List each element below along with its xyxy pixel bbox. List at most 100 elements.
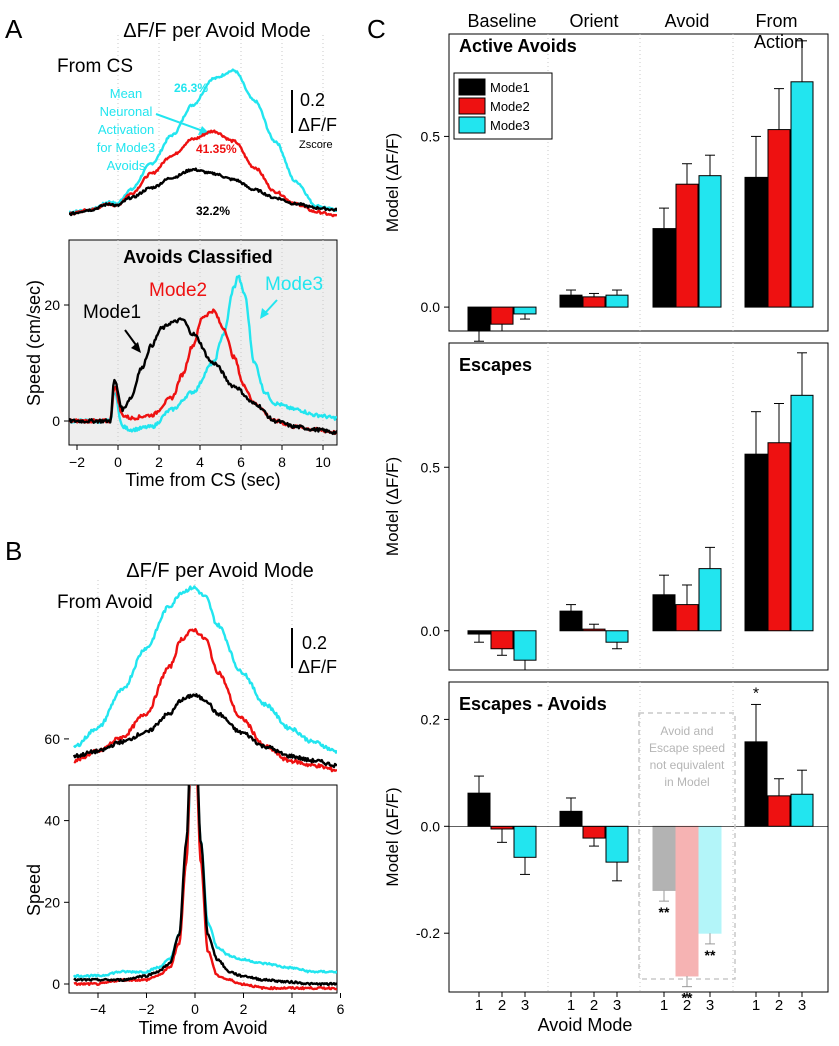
x-tick-label: −2 — [139, 1001, 155, 1017]
bar-mode2-orient — [582, 628, 606, 632]
panel-c-bar-charts: Active Avoids 0.0 0.5 Model (ΔF/F) Escapes 0.… — [383, 33, 829, 1014]
x-tick-label: 2 — [498, 997, 506, 1014]
legend-label-mode3: Mode3 — [490, 118, 530, 133]
x-tick-label: 0 — [114, 454, 122, 470]
bar-mode3-orient — [605, 630, 629, 643]
trace-mode1 — [69, 167, 337, 217]
x-tick-label: 3 — [798, 997, 806, 1014]
bar-mode3-from-action — [790, 81, 814, 308]
x-tick-label: 3 — [613, 997, 621, 1014]
x-tick-label: 10 — [315, 454, 331, 470]
x-tick-label: 2 — [683, 997, 691, 1014]
not-equivalent-note: Avoid and Escape speed not equivalent in… — [638, 712, 736, 980]
pct-label-mode1: 32.2% — [196, 204, 230, 218]
x-tick-label: 3 — [521, 997, 529, 1014]
y-tick-label: 0.5 — [421, 128, 441, 144]
significance-star: ** — [682, 990, 693, 1006]
panel-b-title: ΔF/F per Avoid Mode — [126, 560, 314, 582]
panel-b-grid — [97, 580, 293, 993]
x-tick-label: −2 — [69, 454, 85, 470]
bar-mode1-from-action — [744, 453, 768, 632]
subplot-title: Escapes — [459, 355, 532, 375]
y-tick-label: 60 — [44, 731, 60, 747]
annotation-line: for Mode3 — [97, 140, 156, 155]
panel-b-yticks: 0 20 40 60 — [44, 731, 69, 992]
y-tick-label: 0.0 — [421, 818, 441, 834]
bar-mode1-orient — [559, 810, 583, 827]
mode3-arrow — [260, 299, 278, 319]
y-tick-label: 0.0 — [421, 299, 441, 315]
pct-label-mode3: 26.3% — [174, 81, 208, 95]
panel-a-xlabel: Time from CS (sec) — [125, 470, 280, 490]
trace-mode1 — [69, 317, 337, 435]
y-tick-label: 0.2 — [421, 711, 441, 727]
bar-mode3-orient — [605, 294, 629, 308]
bar-mode1-baseline — [467, 630, 491, 635]
x-tick-label: 2 — [775, 997, 783, 1014]
mode-label-2: Mode2 — [149, 280, 207, 301]
legend-swatch-mode3 — [458, 116, 486, 134]
note-line: not equivalent — [650, 758, 725, 772]
y-tick-label: -0.2 — [416, 925, 440, 941]
bar-mode2-baseline — [490, 306, 514, 325]
note-line: in Model — [664, 775, 709, 789]
x-tick-label: 4 — [196, 454, 204, 470]
y-tick-label: 40 — [44, 813, 60, 829]
annotation-line: Neuronal — [100, 104, 153, 119]
y-tick-label: 20 — [44, 894, 60, 910]
panel-a-speed-traces — [69, 274, 337, 436]
bar-mode1-baseline — [467, 306, 491, 332]
bar-mode1-orient — [559, 610, 583, 632]
bar-mode1-avoid — [652, 228, 676, 308]
panel-a-annotation: Mean Neuronal Activation for Mode3 Avoid… — [97, 86, 156, 173]
bar-mode3-from-action — [790, 793, 814, 827]
bar-mode2-baseline — [490, 630, 514, 650]
bar-chart-1: Active Avoids 0.0 0.5 Model (ΔF/F) — [383, 33, 829, 342]
y-axis-label: Model (ΔF/F) — [383, 787, 402, 886]
bar-mode1-from-action — [744, 741, 768, 827]
panel-a-dff-traces — [69, 68, 337, 218]
panel-b-scalebar: 0.2 ΔF/F — [291, 628, 337, 677]
x-tick-label: 6 — [237, 454, 245, 470]
plot-frame — [448, 342, 829, 671]
trace-mode3 — [73, 585, 337, 754]
column-header-baseline: Baseline — [467, 11, 536, 31]
mode-label-3: Mode3 — [265, 274, 323, 295]
panel-c-legend: Mode1 Mode2 Mode3 — [453, 72, 553, 140]
x-tick-label: 2 — [590, 997, 598, 1014]
column-header-avoid: Avoid — [665, 11, 710, 31]
legend-label-mode1: Mode1 — [490, 80, 530, 95]
panel-c-xlabel: Avoid Mode — [538, 1015, 633, 1035]
bar-mode3-from-action — [790, 394, 814, 632]
panel-b-speed-frame — [68, 784, 338, 994]
legend-label-mode2: Mode2 — [490, 99, 530, 114]
panel-a-xticks: −2 0 2 4 6 8 10 — [69, 445, 331, 470]
bar-mode2-avoid — [675, 183, 699, 308]
trace-mode3 — [69, 68, 337, 214]
subplot-title: Active Avoids — [459, 36, 577, 56]
bar-mode1-avoid — [652, 594, 676, 632]
x-tick-label: 1 — [752, 997, 760, 1014]
note-line: Avoid and — [660, 724, 713, 738]
speed-plot-background — [68, 239, 338, 446]
panel-b-ylabel: Speed — [24, 864, 44, 916]
bar-mode2-from-action — [767, 442, 791, 632]
bar-mode2-orient — [582, 825, 606, 839]
panel-a-subtitle: From CS — [57, 56, 133, 77]
significance-star: * — [753, 685, 759, 702]
panel-a-scalebar: 0.2 ΔF/F Zscore — [291, 90, 337, 151]
scalebar-value: 0.2 — [300, 90, 325, 110]
bar-mode2-from-action — [767, 129, 791, 308]
column-header-orient: Orient — [569, 11, 618, 31]
plot-frame — [448, 33, 829, 332]
trace-mode2 — [73, 627, 337, 773]
bar-mode1-avoid — [652, 825, 676, 891]
x-tick-label: 6 — [337, 1001, 345, 1017]
x-tick-label: 1 — [567, 997, 575, 1014]
panel-letter-b: B — [5, 536, 22, 566]
bar-mode2-avoid — [675, 604, 699, 632]
x-tick-label: 2 — [240, 1001, 248, 1017]
bar-mode2-orient — [582, 296, 606, 308]
